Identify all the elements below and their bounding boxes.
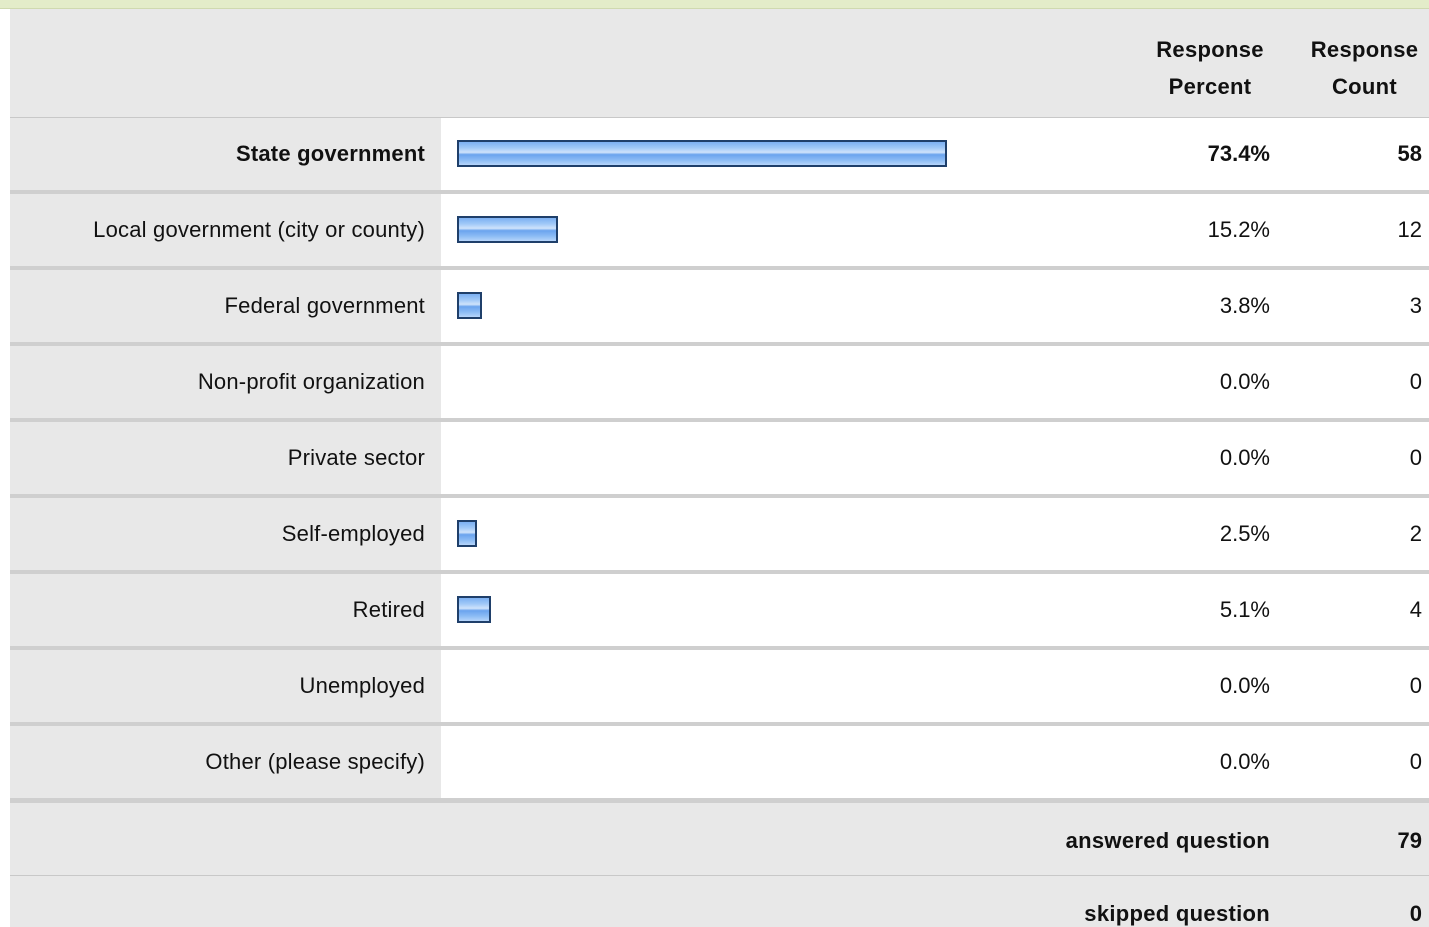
bar-area (441, 194, 1429, 266)
answer-label: Local government (city or county) (10, 194, 441, 266)
response-count: 0 (1409, 445, 1422, 470)
response-percent: 0.0% (1219, 673, 1270, 698)
table-row: Other (please specify) 0.0% 0 (10, 726, 1429, 803)
bar-area (441, 650, 1429, 722)
response-count-header-line1: Response (1310, 37, 1419, 62)
response-count: 58 (1397, 141, 1422, 166)
table-row: Self-employed 2.5% 2 (10, 498, 1429, 574)
response-count: 4 (1409, 597, 1422, 622)
bar-area (441, 574, 1429, 646)
response-count: 0 (1409, 749, 1422, 774)
response-percent: 73.4% (1207, 141, 1270, 166)
answer-label: Federal government (10, 270, 441, 342)
response-bar (457, 596, 491, 623)
answer-rows: State government 73.4% 58 Local government … (10, 118, 1429, 803)
answer-label: Non-profit organization (10, 346, 441, 418)
answer-label: Self-employed (10, 498, 441, 570)
table-header: Response Percent Response Count (10, 9, 1429, 118)
skipped-question-row: skipped question 0 (10, 876, 1429, 927)
skipped-question-value: 0 (1409, 901, 1422, 926)
answer-label: Private sector (10, 422, 441, 494)
answered-question-value: 79 (1397, 828, 1422, 853)
answered-question-row: answered question 79 (10, 803, 1429, 876)
table-row: State government 73.4% 58 (10, 118, 1429, 194)
bar-area (441, 270, 1429, 342)
response-bar (457, 216, 558, 243)
bar-area (441, 346, 1429, 418)
response-percent: 0.0% (1219, 749, 1270, 774)
response-percent: 15.2% (1207, 217, 1270, 242)
response-count: 0 (1409, 673, 1422, 698)
table-row: Local government (city or county) 15.2% 12 (10, 194, 1429, 270)
response-percent: 0.0% (1219, 445, 1270, 470)
response-bar (457, 520, 477, 547)
response-count: 3 (1409, 293, 1422, 318)
bar-area (441, 498, 1429, 570)
response-count: 12 (1397, 217, 1422, 242)
response-percent: 3.8% (1219, 293, 1270, 318)
response-percent-header: Response Percent (1140, 31, 1280, 105)
results-table: Response Percent Response Count State go… (10, 9, 1429, 927)
top-accent-strip (0, 0, 1429, 9)
table-row: Federal government 3.8% 3 (10, 270, 1429, 346)
response-count-header-line2: Count (1331, 74, 1398, 99)
bar-area (441, 118, 1429, 190)
response-percent-header-line1: Response (1156, 37, 1264, 62)
response-percent-header-line2: Percent (1168, 74, 1252, 99)
bar-area (441, 422, 1429, 494)
answer-label: Unemployed (10, 650, 441, 722)
answer-label: Retired (10, 574, 441, 646)
response-bar (457, 140, 947, 167)
table-row: Private sector 0.0% 0 (10, 422, 1429, 498)
response-percent: 0.0% (1219, 369, 1270, 394)
bar-area (441, 726, 1429, 798)
answer-label: State government (10, 118, 441, 190)
response-percent: 5.1% (1219, 597, 1270, 622)
skipped-question-label: skipped question (1084, 901, 1270, 926)
response-percent: 2.5% (1219, 521, 1270, 546)
response-bar (457, 292, 482, 319)
table-row: Non-profit organization 0.0% 0 (10, 346, 1429, 422)
response-count: 0 (1409, 369, 1422, 394)
table-row: Retired 5.1% 4 (10, 574, 1429, 650)
response-count: 2 (1409, 521, 1422, 546)
answer-label: Other (please specify) (10, 726, 441, 798)
table-row: Unemployed 0.0% 0 (10, 650, 1429, 726)
answered-question-label: answered question (1065, 828, 1270, 853)
response-count-header: Response Count (1292, 31, 1429, 105)
